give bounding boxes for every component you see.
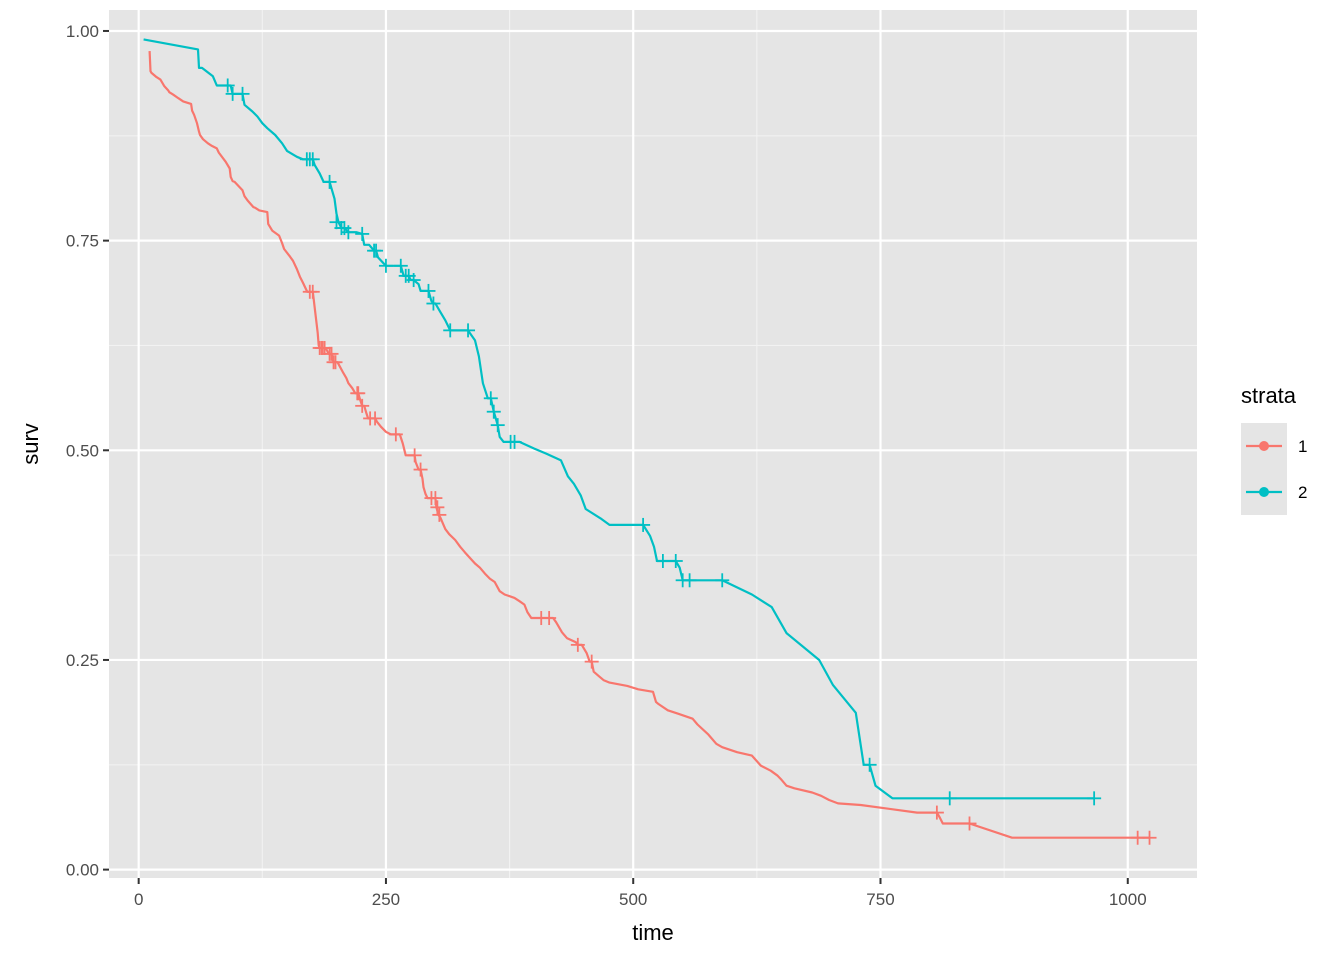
censor-mark [369,243,384,258]
x-tick-label: 750 [866,890,894,909]
censor-mark [682,573,697,588]
censor-mark [378,258,393,273]
censor-mark [1087,791,1102,806]
series-layer [143,38,1157,845]
grid-minor [109,10,1197,878]
censor-mark [715,573,730,588]
y-tick-labels: 0.00 0.25 0.50 0.75 1.00 [66,22,99,880]
censor-mark [862,757,877,772]
axis-ticks [103,29,1129,884]
grid-major [109,10,1197,878]
censor-mark [942,791,957,806]
censor-mark [235,86,250,101]
censor-mark [542,611,557,626]
censor-mark [406,273,421,288]
censor-mark [407,448,422,463]
x-tick-label: 1000 [1109,890,1147,909]
censor-mark [490,418,505,433]
censor-mark [483,391,498,406]
censor-mark [507,434,522,449]
legend-key-dot [1259,487,1269,497]
legend-key-1: 1 [1241,423,1307,469]
censor-mark [486,404,501,419]
series-1 [148,51,1157,845]
censor-mark [461,323,476,338]
censor-mark [220,78,235,93]
legend-key-dot [1259,441,1269,451]
censor-mark [355,226,370,241]
censor-mark [305,284,320,299]
x-tick-label: 250 [372,890,400,909]
panel-background [109,10,1197,878]
legend-label: 2 [1298,483,1307,502]
censor-mark [388,427,403,442]
censor-mark [929,805,944,820]
y-tick-label: 0.75 [66,232,99,251]
censor-mark [430,500,445,515]
legend-label: 1 [1298,437,1307,456]
legend: strata 12 [1241,383,1307,515]
legend-key-2: 2 [1241,469,1307,515]
series-2 [143,38,1102,806]
censor-mark [432,507,447,522]
censor-mark [413,462,428,477]
censor-mark [962,816,977,831]
censor-mark [393,258,408,273]
censor-mark [1142,830,1157,845]
x-tick-label: 0 [134,890,143,909]
censor-mark [305,152,320,167]
censor-mark [584,654,599,669]
censor-mark [443,323,458,338]
y-tick-label: 1.00 [66,22,99,41]
y-tick-label: 0.00 [66,861,99,880]
x-tick-labels: 0 250 500 750 1000 [134,890,1147,909]
censor-mark [636,517,651,532]
x-axis-title: time [632,920,674,945]
censor-mark [322,174,337,189]
censor-mark [426,296,441,311]
y-axis-title: surv [18,423,43,465]
legend-title: strata [1241,383,1297,408]
legend-keys: 12 [1241,423,1307,515]
censor-mark [570,637,585,652]
censor-mark [324,346,339,361]
censor-mark [328,355,343,370]
censor-mark [421,283,436,298]
series-line-1 [148,51,1150,839]
y-tick-label: 0.50 [66,441,99,460]
censor-mark [341,225,356,240]
x-tick-label: 500 [619,890,647,909]
censor-mark [351,386,366,401]
censor-mark [368,411,383,426]
censor-mark [355,398,370,413]
censor-mark [428,491,443,506]
censor-mark [655,553,670,568]
censor-mark [1130,830,1145,845]
y-tick-label: 0.25 [66,651,99,670]
censor-mark [668,553,683,568]
